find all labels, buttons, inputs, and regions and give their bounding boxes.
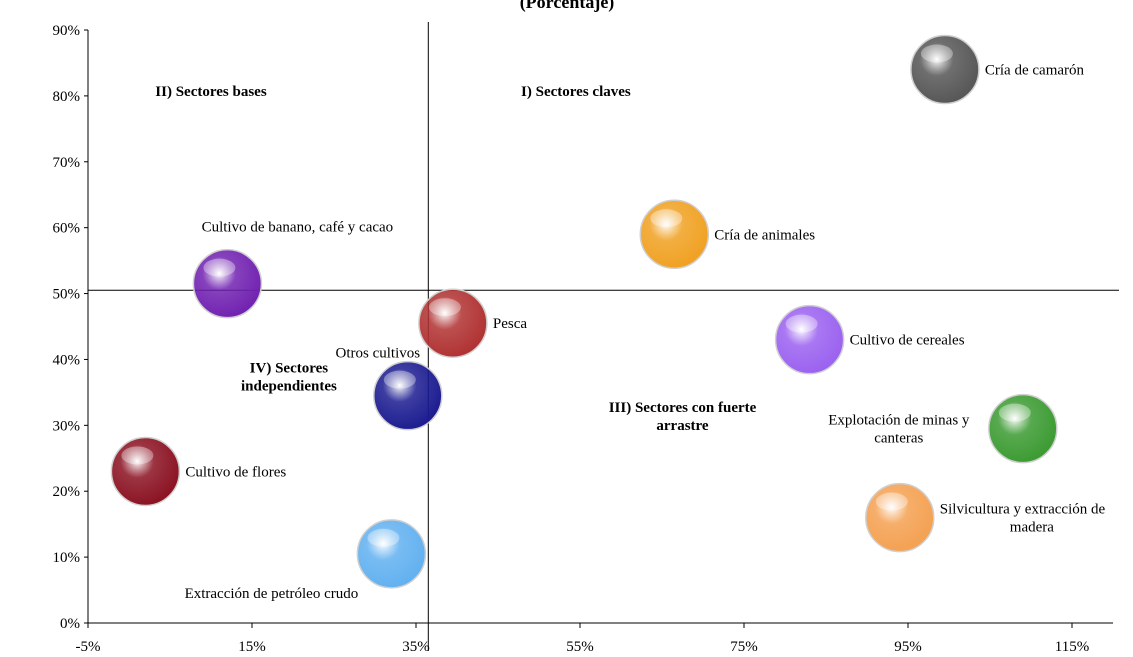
- bubble: [418, 288, 488, 358]
- bubble-label: Otros cultivos: [336, 346, 421, 362]
- y-tick-label: 10%: [53, 550, 81, 566]
- bubble: [865, 482, 935, 553]
- x-tick-label: 75%: [730, 639, 758, 655]
- y-tick-label: 0%: [60, 616, 80, 632]
- y-tick-label: 40%: [53, 352, 81, 368]
- bubble-label: Cría de camarón: [985, 63, 1085, 79]
- bubble-highlight: [920, 44, 953, 63]
- bubble: [356, 519, 427, 589]
- bubble-label: Pesca: [493, 316, 527, 332]
- bubble: [910, 34, 980, 105]
- bubble-highlight: [367, 528, 400, 547]
- bubble: [988, 393, 1058, 464]
- quadrant-label: III) Sectores con fuerte arrastre: [609, 400, 757, 434]
- bubble-label: Cultivo de cereales: [850, 333, 965, 349]
- x-tick-label: 15%: [238, 639, 266, 655]
- y-tick-label: 70%: [53, 155, 81, 171]
- bubble-highlight: [383, 370, 416, 389]
- bubble: [774, 304, 845, 375]
- bubble: [373, 360, 443, 431]
- bubble: [192, 248, 263, 319]
- bubble-label: Cultivo de banano, café y cacao: [202, 220, 394, 236]
- bubble-highlight: [203, 258, 236, 277]
- bubble-highlight: [785, 314, 818, 333]
- bubble-label: Extracción de petróleo crudo: [185, 586, 359, 602]
- bubble-label: Explotación de minas y canteras: [828, 413, 970, 447]
- quadrant-label: II) Sectores bases: [155, 84, 267, 100]
- bubble-highlight: [650, 209, 683, 228]
- x-tick-label: 55%: [566, 639, 594, 655]
- x-tick-label: 115%: [1055, 639, 1089, 655]
- bubble-label: Silvicultura y extracción de madera: [940, 502, 1106, 536]
- bubble-highlight: [428, 298, 461, 317]
- quadrant-labels: II) Sectores bases I) Sectores claves IV) …: [155, 84, 756, 434]
- quadrant-label: I) Sectores claves: [521, 84, 631, 100]
- x-tick-label: -5%: [76, 639, 101, 655]
- bubble: [110, 436, 181, 507]
- y-tick-label: 60%: [53, 221, 81, 237]
- axes: 0% 10% 20% 30% 40% 50% 60% 70% 80% 90% -5% 15% 35% 55…: [53, 23, 1113, 655]
- x-tick-label: 35%: [402, 639, 430, 655]
- quadrant-label: IV) Sectores independientes: [241, 361, 337, 395]
- bubble-highlight: [121, 446, 154, 465]
- y-tick-label: 50%: [53, 287, 81, 303]
- bubble-label: Cría de animales: [714, 227, 815, 243]
- chart-title: (Porcentaje): [520, 0, 615, 13]
- bubble-highlight: [875, 492, 908, 511]
- y-tick-label: 80%: [53, 89, 81, 105]
- bubble: [639, 199, 710, 270]
- y-tick-label: 90%: [53, 23, 81, 39]
- y-tick-label: 30%: [53, 418, 81, 434]
- bubbles: Cría de camarón Cría de animales Cultivo d…: [110, 34, 1106, 602]
- bubble-highlight: [998, 403, 1031, 422]
- bubble-label: Cultivo de flores: [185, 464, 286, 480]
- y-tick-label: 20%: [53, 484, 81, 500]
- x-tick-label: 95%: [894, 639, 922, 655]
